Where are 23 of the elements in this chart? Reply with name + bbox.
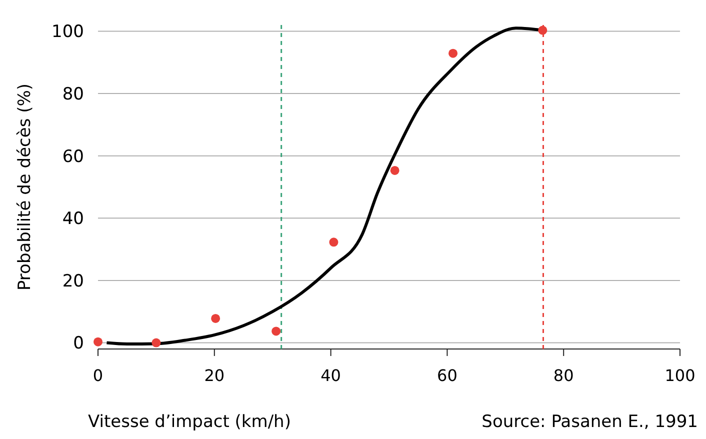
point [152, 338, 161, 348]
point [390, 166, 400, 175]
x-tick-label: 80 [553, 366, 574, 385]
y-tick-label: 0 [73, 334, 84, 354]
y-tick-label: 60 [62, 146, 84, 167]
y-axis-title: Probabilité de décès (%) [15, 83, 35, 291]
y-tick-label: 20 [62, 271, 84, 292]
y-tick-label: 100 [52, 22, 84, 42]
point [329, 238, 338, 247]
point [94, 337, 102, 346]
point [538, 26, 548, 35]
y-tick-label: 80 [62, 84, 84, 104]
x-tick-label: 100 [664, 366, 696, 385]
point [448, 48, 458, 58]
x-axis-title: Vitesse d’impact (km/h) [88, 412, 291, 432]
y-tick-label: 40 [62, 209, 84, 230]
x-tick-label: 0 [92, 366, 104, 385]
x-tick-label: 60 [437, 366, 458, 385]
point [211, 314, 220, 323]
source-note: Source: Pasanen E., 1991 [482, 412, 698, 432]
x-tick-label: 20 [204, 366, 225, 385]
point [272, 326, 281, 336]
x-tick-label: 40 [320, 366, 341, 385]
